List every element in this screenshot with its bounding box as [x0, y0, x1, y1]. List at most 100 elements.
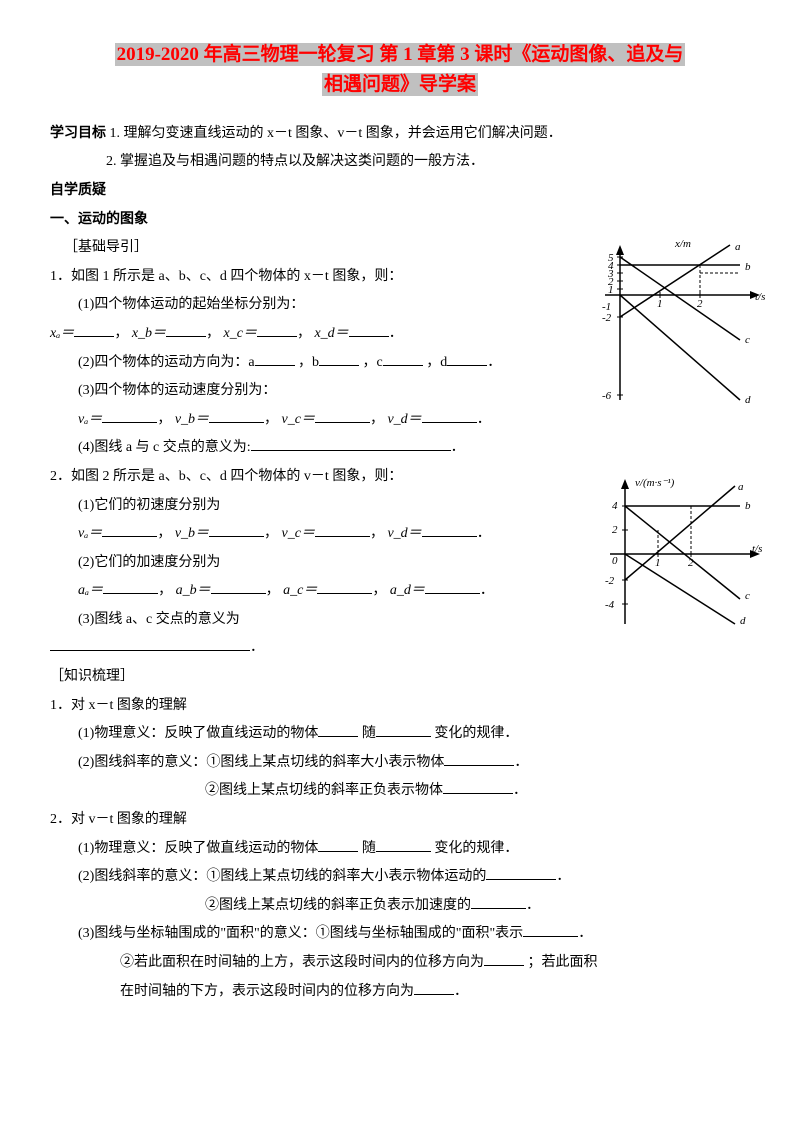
- period: ．: [578, 926, 592, 941]
- q1-2: (2)四个物体的运动方向为：a ，b ，c ，d ．: [50, 350, 510, 377]
- blank: [443, 779, 513, 794]
- k2-3b-text: ②若此面积在时间轴的上方，表示这段时间内的位移方向为: [120, 955, 484, 970]
- q2-blanks-a: aₐ＝， a_b＝， a_c＝， a_d＝．: [50, 578, 510, 605]
- k2-3d-text: 在时间轴的下方，表示这段时间内的位移方向为: [120, 984, 414, 999]
- graph-2: v/(m·s⁻¹) t/s 4 2 0 -2 -4 1 2 b a c d: [580, 474, 780, 645]
- period: ．: [480, 583, 494, 598]
- ad: a_d＝: [390, 583, 425, 598]
- svg-text:-4: -4: [605, 599, 615, 611]
- sep: ，: [297, 326, 311, 341]
- blank: [523, 922, 578, 937]
- svg-text:d: d: [745, 394, 751, 406]
- svg-text:a: a: [738, 481, 744, 493]
- sep: ，: [370, 526, 384, 541]
- k2-2a: (2)图线斜率的意义：①图线上某点切线的斜率大小表示物体运动的: [78, 869, 486, 884]
- sep: ，: [264, 526, 278, 541]
- q1-2-text: (2)四个物体的运动方向为：a: [78, 355, 255, 370]
- va-label: vₐ＝: [78, 412, 102, 427]
- k2-2b: ②图线上某点切线的斜率正负表示加速度的 ．: [50, 893, 750, 920]
- sep: ，: [372, 583, 386, 598]
- q1-blanks-x: xₐ＝， x_b＝， x_c＝， x_d＝．: [50, 321, 510, 348]
- sep: ，: [114, 326, 128, 341]
- q1-4-text: (4)图线 a 与 c 交点的意义为:: [78, 440, 251, 455]
- svg-text:d: d: [740, 615, 746, 627]
- q1: 1．如图 1 所示是 a、b、c、d 四个物体的 x－t 图象，则：: [50, 264, 510, 291]
- blank: [50, 636, 250, 651]
- k2-2b-text: ②图线上某点切线的斜率正负表示加速度的: [205, 898, 471, 913]
- graph-1: x/m t/s 5 4 3 2 1 -1 -2 -6 1 2 a b: [580, 235, 780, 421]
- period: ．: [389, 326, 403, 341]
- blank: [422, 522, 477, 537]
- k1-2b-text: ②图线上某点切线的斜率正负表示物体: [205, 783, 443, 798]
- blank: [251, 436, 451, 451]
- blank: [315, 408, 370, 423]
- blank: [102, 408, 157, 423]
- k1-2a: (2)图线斜率的意义：①图线上某点切线的斜率大小表示物体: [78, 755, 444, 770]
- q1-2d: ，d: [426, 355, 447, 370]
- section-basic-guide: ［基础导引］ 1．如图 1 所示是 a、b、c、d 四个物体的 x－t 图象，则…: [50, 235, 750, 462]
- blank: [257, 322, 297, 337]
- k2-3a: (3)图线与坐标轴围成的"面积"的意义：①图线与坐标轴围成的"面积"表示: [78, 926, 523, 941]
- sep: ，: [264, 412, 278, 427]
- svg-text:1: 1: [657, 298, 663, 310]
- title-line-2: 相遇问题》导学案: [322, 73, 478, 96]
- blank: [349, 322, 389, 337]
- k2-3d: 在时间轴的下方，表示这段时间内的位移方向为．: [50, 979, 750, 1006]
- period: ．: [513, 783, 527, 798]
- blank: [103, 579, 158, 594]
- blank: [255, 351, 295, 366]
- k2-3b: ②若此面积在时间轴的上方，表示这段时间内的位移方向为 ；若此面积: [50, 950, 750, 977]
- svg-text:0: 0: [612, 555, 618, 567]
- svg-text:c: c: [745, 334, 750, 346]
- blank: [317, 579, 372, 594]
- vb-label: v_b＝: [175, 412, 209, 427]
- k2-1: (1)物理意义：反映了做直线运动的物体 随 变化的规律．: [50, 836, 750, 863]
- svg-text:1: 1: [655, 557, 661, 569]
- period: ．: [526, 898, 540, 913]
- sep: ，: [370, 412, 384, 427]
- blank: [318, 837, 358, 852]
- blank: [471, 894, 526, 909]
- blank: [209, 408, 264, 423]
- q1-2c: ，c: [363, 355, 383, 370]
- period: ．: [477, 526, 491, 541]
- knowledge-heading: ［知识梳理］: [50, 664, 750, 691]
- q2-blanks-v: vₐ＝， v_b＝， v_c＝， v_d＝．: [50, 521, 510, 548]
- svg-text:-2: -2: [602, 312, 612, 324]
- period: ．: [451, 440, 465, 455]
- svg-text:-2: -2: [605, 575, 615, 587]
- svg-text:a: a: [735, 241, 741, 253]
- section-1-heading: 一、运动的图象: [50, 207, 750, 234]
- va2: vₐ＝: [78, 526, 102, 541]
- graph1-ylabel: x/m: [674, 238, 691, 250]
- sep: ，: [266, 583, 280, 598]
- xc-label: x_c＝: [224, 326, 257, 341]
- k1: 1．对 x－t 图象的理解: [50, 693, 750, 720]
- blank: [376, 837, 431, 852]
- period: ．: [514, 755, 528, 770]
- ac: a_c＝: [283, 583, 317, 598]
- svg-text:2: 2: [612, 524, 618, 536]
- blank: [74, 322, 114, 337]
- blank: [383, 351, 423, 366]
- q2-1: (1)它们的初速度分别为: [50, 493, 510, 520]
- blank: [425, 579, 480, 594]
- period: ．: [487, 355, 501, 370]
- blank: [447, 351, 487, 366]
- q1-2b: ，b: [298, 355, 319, 370]
- svg-text:4: 4: [612, 500, 618, 512]
- self-question-heading: 自学质疑: [50, 178, 750, 205]
- k1-2: (2)图线斜率的意义：①图线上某点切线的斜率大小表示物体 ．: [50, 750, 750, 777]
- k2-3c-text: ；若此面积: [528, 955, 598, 970]
- svg-text:c: c: [745, 590, 750, 602]
- period: ．: [477, 412, 491, 427]
- k1-2b: ②图线上某点切线的斜率正负表示物体 ．: [50, 778, 750, 805]
- blank: [102, 522, 157, 537]
- graph1-xlabel: t/s: [755, 291, 765, 303]
- k2-2: (2)图线斜率的意义：①图线上某点切线的斜率大小表示物体运动的．: [50, 864, 750, 891]
- goal-2: 2. 掌握追及与相遇问题的特点以及解决这类问题的一般方法．: [50, 149, 750, 176]
- learning-goals: 学习目标 1. 理解匀变速直线运动的 x－t 图象、v－t 图象，并会运用它们解…: [50, 121, 750, 148]
- sep: ，: [157, 526, 171, 541]
- k2-1b: 随: [362, 841, 376, 856]
- q1-3: (3)四个物体的运动速度分别为：: [50, 378, 510, 405]
